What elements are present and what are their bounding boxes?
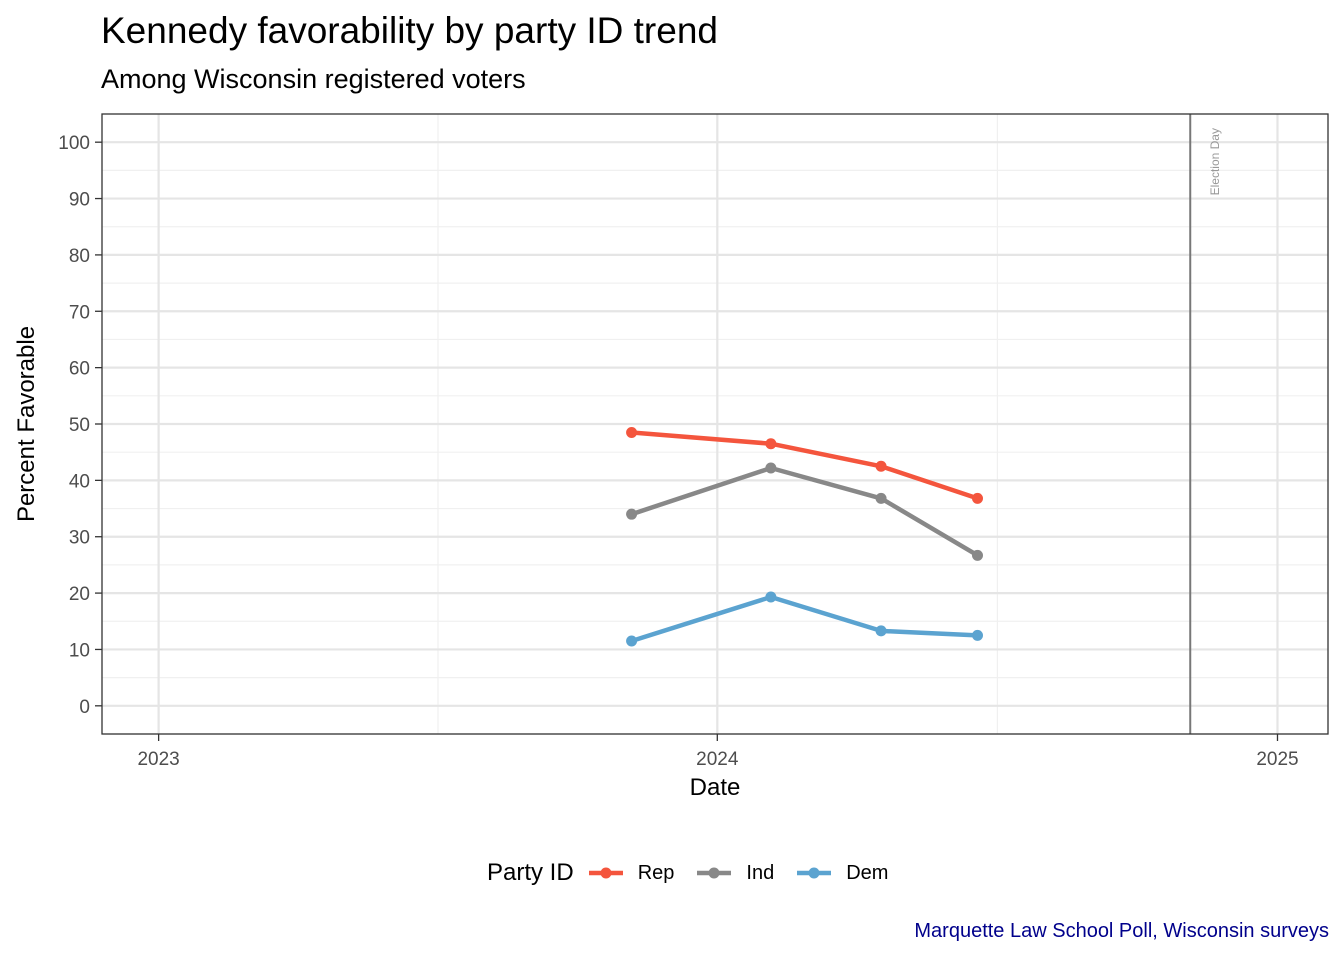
chart-subtitle: Among Wisconsin registered voters — [101, 64, 526, 94]
legend-key-rep — [588, 867, 623, 879]
series-line-ind — [630, 465, 979, 558]
y-tick-label: 30 — [69, 528, 90, 549]
data-point-rep — [765, 438, 777, 450]
legend-item-dem: Dem — [796, 862, 888, 885]
legend-label-rep: Rep — [637, 861, 675, 884]
chart-title: Kennedy favorability by party ID trend — [101, 10, 718, 51]
axis-layer: 0 10 20 30 40 50 60 70 80 90 100 2023 2024 2025 — [58, 133, 1298, 770]
series-line-rep — [631, 430, 979, 501]
y-tick-label: 10 — [69, 640, 90, 661]
data-point-rep — [626, 426, 638, 438]
y-axis-label: Percent Favorable — [13, 325, 40, 523]
y-tick-label: 50 — [69, 415, 90, 436]
data-point-rep — [875, 460, 887, 472]
legend-key-ind — [697, 867, 732, 879]
y-tick-label: 80 — [69, 246, 90, 267]
data-point-ind — [626, 508, 638, 520]
legend: Party ID Rep Ind Dem — [487, 856, 910, 890]
reference-line-layer: Election Day — [1189, 114, 1222, 734]
data-point-ind — [971, 549, 983, 561]
y-tick-label: 90 — [69, 190, 90, 211]
data-point-ind — [875, 492, 887, 504]
x-axis-label: Date — [689, 774, 741, 801]
legend-label-dem: Dem — [846, 861, 889, 884]
series-layer — [626, 426, 983, 647]
x-tick-label: 2023 — [137, 749, 179, 770]
legend-label-ind: Ind — [746, 861, 775, 884]
legend-item-ind: Ind — [696, 862, 774, 885]
y-tick-label: 70 — [69, 302, 90, 323]
election-day-label: Election Day — [1208, 128, 1222, 195]
data-point-dem — [765, 591, 777, 603]
series-line-dem — [630, 594, 978, 644]
legend-key-dem — [797, 867, 832, 879]
y-tick-label: 20 — [69, 584, 90, 605]
y-tick-label: 100 — [58, 133, 90, 154]
y-tick-label: 0 — [79, 697, 90, 718]
x-tick-label: 2024 — [696, 749, 739, 770]
y-tick-label: 60 — [69, 359, 90, 380]
legend-key-point — [708, 867, 720, 879]
y-tick-label: 40 — [69, 471, 90, 492]
legend-key-point — [600, 867, 612, 879]
data-point-ind — [765, 462, 777, 474]
x-tick-label: 2025 — [1256, 749, 1298, 770]
source-caption: Marquette Law School Poll, Wisconsin sur… — [914, 920, 1329, 942]
legend-key-point — [808, 867, 820, 879]
grid-layer — [102, 114, 1328, 735]
legend-item-rep: Rep — [588, 861, 675, 885]
data-point-rep — [971, 492, 983, 504]
legend-title: Party ID — [487, 859, 574, 886]
data-point-dem — [875, 625, 887, 637]
data-point-dem — [626, 635, 638, 647]
data-point-dem — [971, 629, 983, 641]
